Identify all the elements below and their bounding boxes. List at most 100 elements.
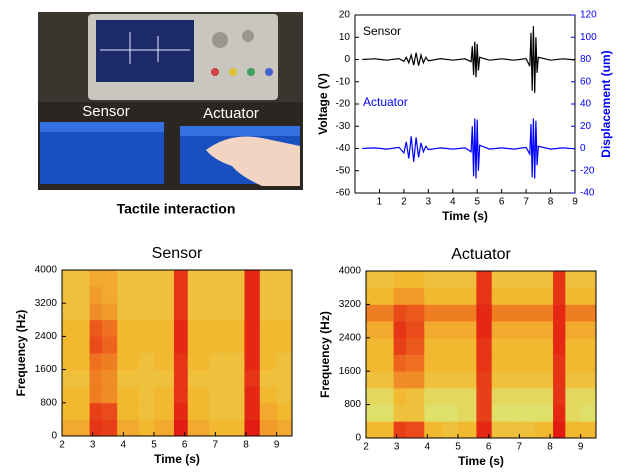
heat-cell bbox=[424, 371, 444, 389]
heat-cell bbox=[458, 387, 477, 405]
x-tick-label: 3 bbox=[394, 442, 400, 453]
hand bbox=[206, 136, 300, 186]
x-tick-label: 9 bbox=[274, 440, 280, 451]
y2-tick-label: -40 bbox=[580, 188, 595, 199]
heat-cell bbox=[101, 336, 118, 354]
heat-cell bbox=[173, 369, 189, 387]
heat-cell bbox=[154, 270, 175, 287]
photo-label: Sensor bbox=[82, 103, 130, 120]
heat-cell bbox=[173, 419, 189, 437]
heat-cell bbox=[513, 287, 536, 305]
heat-cell bbox=[476, 337, 493, 355]
heat-cell bbox=[580, 321, 597, 339]
heat-cell bbox=[77, 353, 90, 370]
heat-cell bbox=[424, 287, 444, 305]
heat-cell bbox=[491, 354, 514, 372]
heat-cell bbox=[366, 354, 382, 372]
y-tick-label: 0 bbox=[51, 431, 57, 442]
x-tick-label: 2 bbox=[59, 440, 65, 451]
heat-cell bbox=[276, 270, 293, 287]
heat-cell bbox=[138, 303, 155, 321]
heat-cell bbox=[244, 303, 261, 321]
heat-cell bbox=[442, 354, 459, 372]
heat-cell bbox=[89, 353, 103, 370]
x-tick-label: 8 bbox=[548, 197, 554, 208]
heat-cell bbox=[62, 353, 78, 370]
heat-cell bbox=[442, 304, 459, 322]
x-axis-label: Time (s) bbox=[458, 454, 504, 468]
heat-cell bbox=[209, 369, 232, 387]
heat-cell bbox=[553, 304, 566, 322]
heat-cell bbox=[187, 286, 210, 304]
heat-cell bbox=[553, 271, 566, 289]
series-label: Actuator bbox=[363, 95, 408, 109]
sensor-pad-top bbox=[40, 122, 164, 132]
y-tick-label: 2400 bbox=[339, 332, 362, 343]
heat-cell bbox=[491, 404, 514, 422]
x-tick-label: 5 bbox=[474, 197, 480, 208]
y2-tick-label: 80 bbox=[580, 54, 592, 65]
heat-cell bbox=[209, 336, 232, 354]
heat-cell bbox=[62, 319, 78, 337]
heat-cell bbox=[366, 371, 382, 389]
heat-cell bbox=[405, 354, 425, 372]
chart-title: Sensor bbox=[152, 245, 203, 262]
heat-cell bbox=[491, 387, 514, 405]
heat-cell bbox=[138, 319, 155, 337]
heat-cell bbox=[534, 371, 554, 389]
heat-cell bbox=[366, 271, 382, 289]
heat-cell bbox=[117, 270, 140, 287]
heat-cell bbox=[553, 321, 566, 339]
heat-cell bbox=[62, 270, 78, 287]
heat-cell bbox=[101, 286, 118, 304]
heat-cell bbox=[534, 287, 554, 305]
heat-cell bbox=[276, 386, 293, 404]
knob bbox=[247, 68, 255, 76]
heat-cell bbox=[491, 371, 514, 389]
heat-cell bbox=[513, 371, 536, 389]
heat-cell bbox=[117, 353, 140, 370]
heat-cell bbox=[405, 387, 425, 405]
heat-cell bbox=[565, 421, 582, 439]
heat-cell bbox=[534, 271, 554, 289]
heat-cell bbox=[565, 387, 582, 405]
heat-cell bbox=[209, 286, 232, 304]
heat-cell bbox=[209, 353, 232, 370]
heat-cell bbox=[565, 337, 582, 355]
heat-cell bbox=[230, 286, 245, 304]
heat-cell bbox=[187, 336, 210, 354]
heat-cell bbox=[244, 270, 261, 287]
heat-cell bbox=[534, 337, 554, 355]
heat-cell bbox=[513, 387, 536, 405]
heat-cell bbox=[366, 337, 382, 355]
y-tick-label: 4000 bbox=[339, 266, 362, 277]
y-tick-label: 1600 bbox=[35, 364, 58, 375]
heat-cell bbox=[89, 402, 103, 420]
y-tick-label: 10 bbox=[339, 32, 351, 43]
heat-cell bbox=[244, 286, 261, 304]
heat-cell bbox=[442, 421, 459, 439]
heat-cell bbox=[230, 303, 245, 321]
heat-cell bbox=[393, 337, 407, 355]
chart-title: Actuator bbox=[451, 246, 511, 263]
heat-cell bbox=[209, 402, 232, 420]
heat-cell bbox=[230, 353, 245, 370]
x-tick-label: 6 bbox=[182, 440, 188, 451]
y-tick-label: 20 bbox=[339, 10, 351, 21]
heat-cell bbox=[117, 369, 140, 387]
heat-cell bbox=[154, 303, 175, 321]
x-axis-label: Time (s) bbox=[154, 452, 200, 466]
heat-cell bbox=[173, 386, 189, 404]
heat-cell bbox=[442, 271, 459, 289]
heat-cell bbox=[187, 402, 210, 420]
heat-cell bbox=[101, 419, 118, 437]
heat-cell bbox=[154, 286, 175, 304]
y2-tick-label: -20 bbox=[580, 165, 595, 176]
x-tick-label: 8 bbox=[547, 442, 553, 453]
heat-cell bbox=[580, 354, 597, 372]
heat-cell bbox=[381, 371, 394, 389]
heat-cell bbox=[62, 286, 78, 304]
heat-cell bbox=[442, 371, 459, 389]
heat-cell bbox=[580, 404, 597, 422]
x-tick-label: 4 bbox=[121, 440, 127, 451]
